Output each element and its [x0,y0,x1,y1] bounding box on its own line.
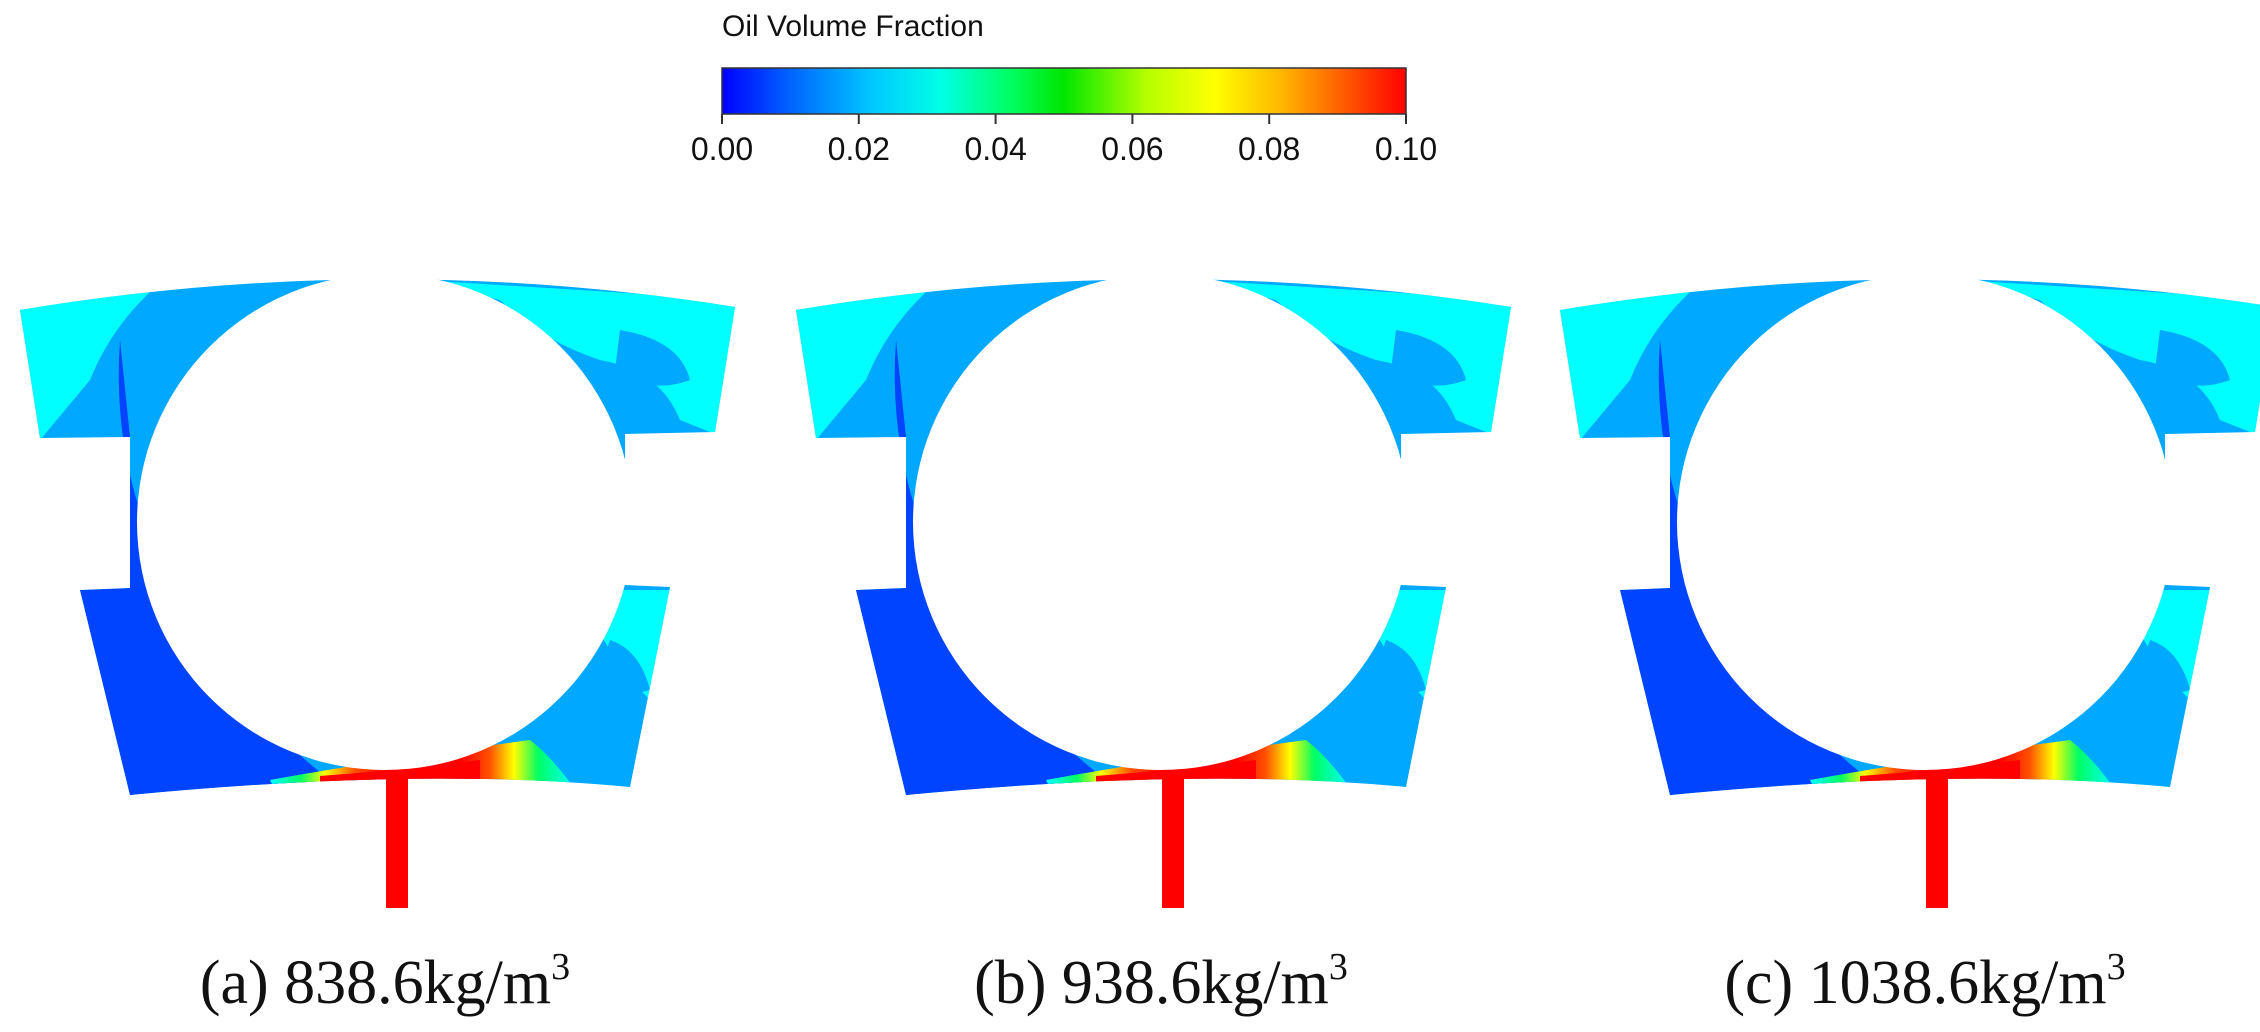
panel-caption: (a) 838.6kg/m3 [200,946,570,1017]
panel-caption-main: (a) 838.6kg/m [200,949,551,1017]
deep-blue-region [1620,340,1870,795]
colorbar-gradient [721,67,1407,115]
colorbar-ticks: 0.00 0.02 0.04 0.06 0.08 0.10 [691,114,1437,167]
colorbar-tick-label: 0.06 [1101,131,1163,167]
panel-caption-superscript: 3 [551,946,570,988]
cyan-region [1371,590,1456,700]
oil-inlet-pipe [1162,770,1184,908]
cyan-region [420,280,735,440]
blue-region [1391,330,1466,386]
oil-inlet-pipe [386,770,408,908]
panel-caption: (c) 1038.6kg/m3 [1724,946,2125,1017]
shaft-bore [1677,274,2173,770]
deep-blue-region [856,340,1106,795]
cyan-region [595,590,680,700]
shaft-bore [913,274,1409,770]
cyan-region [1960,280,2260,440]
cyan-region [20,292,150,440]
oil-inlet-pipe [1926,770,1948,908]
panel-caption-main: (b) 938.6kg/m [974,949,1329,1017]
shaft-bore [137,274,633,770]
colorbar-title: Oil Volume Fraction [722,10,984,43]
panel-caption: (b) 938.6kg/m3 [974,946,1348,1017]
colorbar-tick-label: 0.10 [1375,131,1437,167]
deep-blue-region [80,340,330,795]
cyan-region [796,292,926,440]
contour-panel: (a) 838.6kg/m3 [20,274,735,1017]
blue-region [615,330,690,386]
blue-region [2155,330,2230,386]
panel-caption-superscript: 3 [1329,946,1348,988]
blue-region [1376,640,1426,693]
contour-panels: (a) 838.6kg/m3 (b) 938.6kg/m3 (c) 1038.6kg… [20,274,2260,1017]
colorbar-tick-label: 0.00 [691,131,753,167]
colorbar: Oil Volume Fraction 0.00 0.02 0.04 0.06 0.08… [691,10,1437,167]
contour-panel: (c) 1038.6kg/m3 [1560,274,2260,1017]
cyan-region [1196,280,1511,440]
panel-caption-main: (c) 1038.6kg/m [1724,949,2106,1017]
contour-panel: (b) 938.6kg/m3 [796,274,1511,1017]
blue-region [600,640,650,693]
colorbar-tick-label: 0.04 [964,131,1026,167]
panel-caption-superscript: 3 [2107,946,2126,988]
colorbar-tick-label: 0.08 [1238,131,1300,167]
cyan-region [1560,292,1690,440]
colorbar-tick-label: 0.02 [828,131,890,167]
blue-region [2140,640,2190,693]
cyan-region [2135,590,2220,700]
